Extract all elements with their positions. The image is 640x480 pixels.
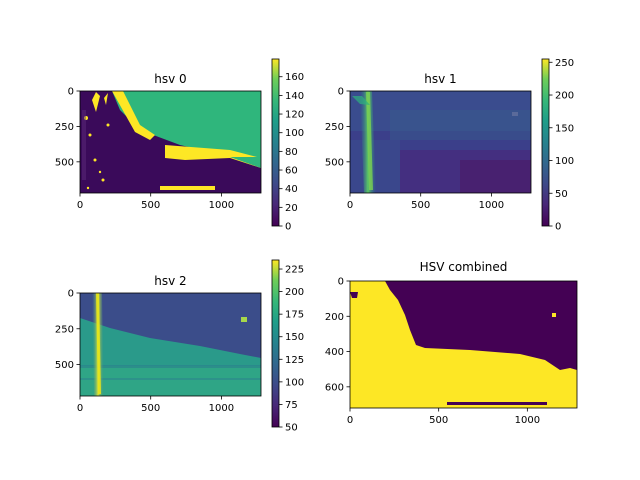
colorbar-tick-label-hsv2-200: 200 xyxy=(285,287,304,298)
title-hsv2: hsv 2 xyxy=(154,274,186,288)
colorbar-tick-label-hsv2-75: 75 xyxy=(285,400,298,411)
y-tick-label-hsv1-250: 250 xyxy=(325,122,344,133)
panel-hsv1: hsv 1 0 500 1000 0 250 500 xyxy=(325,72,532,211)
colorbar-tick-label-hsv2-150: 150 xyxy=(285,332,304,343)
panel-hsv0: hsv 0 0 500 1000 0 250 500 xyxy=(55,72,262,211)
y-tick-label-hsv1-0: 0 xyxy=(338,87,344,98)
x-axis-hsv2: 0 500 1000 xyxy=(77,396,234,414)
x-tick-label-hsv-combined-1000: 1000 xyxy=(515,415,540,426)
colorbar-tick-label-hsv2-125: 125 xyxy=(285,355,304,366)
colorbar-tick-label-hsv1-150: 150 xyxy=(555,123,574,134)
frame-hsv-combined xyxy=(349,280,578,409)
x-tick-label-hsv-combined-0: 0 xyxy=(347,415,353,426)
colorbar-hsv2-bar xyxy=(271,259,280,428)
colorbar-tick-label-hsv0-80: 80 xyxy=(285,147,298,158)
colorbar-tick-label-hsv2-50: 50 xyxy=(285,423,298,434)
colorbar-tick-label-hsv2-100: 100 xyxy=(285,377,304,388)
colorbar-hsv0-bar xyxy=(271,58,280,227)
y-tick-label-hsv-combined-200: 200 xyxy=(325,312,344,323)
x-tick-label-hsv1-0: 0 xyxy=(347,200,353,211)
title-hsv0: hsv 0 xyxy=(154,72,186,86)
colorbar-tick-label-hsv1-50: 50 xyxy=(555,189,568,200)
y-tick-label-hsv0-0: 0 xyxy=(68,87,74,98)
colorbar-tick-label-hsv1-0: 0 xyxy=(555,222,561,233)
y-tick-label-hsv-combined-600: 600 xyxy=(325,382,344,393)
colorbar-hsv2: 50 75 100 125 150 175 200 225 xyxy=(271,259,304,434)
y-tick-label-hsv-combined-400: 400 xyxy=(325,347,344,358)
title-hsv-combined: HSV combined xyxy=(420,260,508,274)
frame-hsv0 xyxy=(79,90,262,194)
y-tick-label-hsv-combined-0: 0 xyxy=(338,277,344,288)
colorbar-hsv0: 0 20 40 60 80 100 120 140 160 xyxy=(271,58,304,233)
y-tick-label-hsv0-250: 250 xyxy=(55,122,74,133)
colorbar-tick-label-hsv0-0: 0 xyxy=(285,222,291,233)
colorbar-hsv2-ticks: 50 75 100 125 150 175 200 225 xyxy=(279,265,304,434)
y-axis-hsv2: 0 250 500 xyxy=(55,289,80,371)
y-axis-hsv0: 0 250 500 xyxy=(55,87,80,168)
x-tick-label-hsv1-500: 500 xyxy=(411,200,430,211)
colorbar-tick-label-hsv2-225: 225 xyxy=(285,265,304,276)
y-tick-label-hsv1-500: 500 xyxy=(325,157,344,168)
x-tick-label-hsv0-1000: 1000 xyxy=(209,200,234,211)
x-tick-label-hsv2-500: 500 xyxy=(141,403,160,414)
frame-hsv1 xyxy=(349,90,532,194)
colorbar-tick-label-hsv0-160: 160 xyxy=(285,72,304,83)
colorbar-tick-label-hsv0-100: 100 xyxy=(285,128,304,139)
colorbar-tick-label-hsv1-100: 100 xyxy=(555,156,574,167)
image-hsv1 xyxy=(350,91,531,193)
colorbar-tick-label-hsv1-250: 250 xyxy=(555,58,574,69)
x-axis-hsv-combined: 0 500 1000 xyxy=(347,408,540,426)
colorbar-hsv1-ticks: 0 50 100 150 200 250 xyxy=(549,58,574,233)
image-hsv-combined xyxy=(350,281,577,408)
y-tick-label-hsv2-250: 250 xyxy=(55,324,74,335)
image-hsv0 xyxy=(80,91,261,193)
x-tick-label-hsv2-0: 0 xyxy=(77,403,83,414)
colorbar-tick-label-hsv1-200: 200 xyxy=(555,91,574,102)
colorbar-hsv0-ticks: 0 20 40 60 80 100 120 140 160 xyxy=(279,72,304,233)
y-tick-label-hsv2-0: 0 xyxy=(68,289,74,300)
y-tick-label-hsv0-500: 500 xyxy=(55,157,74,168)
colorbar-hsv1-bar xyxy=(541,58,550,227)
x-tick-label-hsv1-1000: 1000 xyxy=(479,200,504,211)
x-tick-label-hsv2-1000: 1000 xyxy=(209,403,234,414)
x-tick-label-hsv0-0: 0 xyxy=(77,200,83,211)
frame-hsv2 xyxy=(79,292,262,397)
y-axis-hsv1: 0 250 500 xyxy=(325,87,350,168)
colorbar-tick-label-hsv0-40: 40 xyxy=(285,184,298,195)
colorbar-hsv1: 0 50 100 150 200 250 xyxy=(541,58,574,233)
colorbar-tick-label-hsv0-120: 120 xyxy=(285,110,304,121)
colorbar-tick-label-hsv0-140: 140 xyxy=(285,91,304,102)
image-hsv2 xyxy=(80,293,261,396)
y-axis-hsv-combined: 0 200 400 600 xyxy=(325,277,350,393)
y-tick-label-hsv2-500: 500 xyxy=(55,360,74,371)
x-axis-hsv0: 0 500 1000 xyxy=(77,193,234,211)
colorbar-tick-label-hsv2-175: 175 xyxy=(285,310,304,321)
x-tick-label-hsv0-500: 500 xyxy=(141,200,160,211)
x-tick-label-hsv-combined-500: 500 xyxy=(429,415,448,426)
x-axis-hsv1: 0 500 1000 xyxy=(347,193,504,211)
colorbar-tick-label-hsv0-20: 20 xyxy=(285,203,298,214)
title-hsv1: hsv 1 xyxy=(424,72,456,86)
panel-hsv-combined: HSV combined 0 500 1000 0 200 400 600 xyxy=(325,260,578,426)
panel-hsv2: hsv 2 0 500 1000 0 250 500 xyxy=(55,274,262,414)
colorbar-tick-label-hsv0-60: 60 xyxy=(285,166,298,177)
